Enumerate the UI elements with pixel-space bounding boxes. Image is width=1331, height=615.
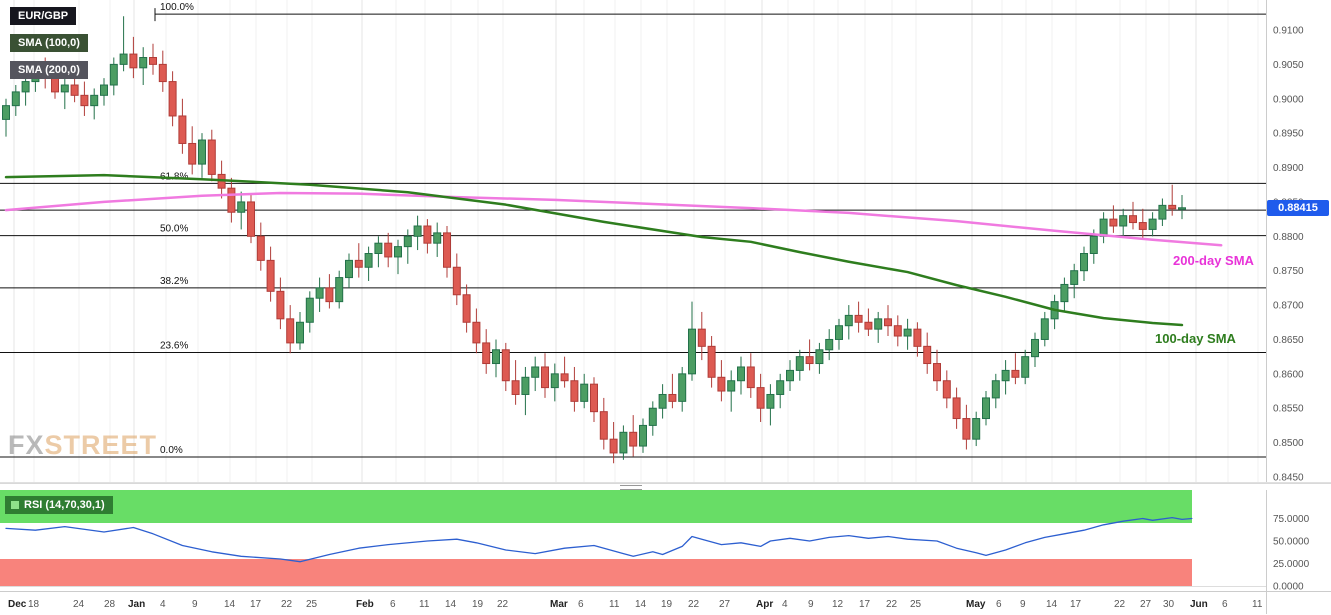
price-axis[interactable]: [1267, 0, 1331, 591]
pane-resize-grip[interactable]: [620, 485, 642, 490]
svg-text:50.0000: 50.0000: [1273, 537, 1310, 548]
svg-text:22: 22: [688, 599, 700, 610]
svg-text:24: 24: [73, 599, 85, 610]
watermark-fx: FX: [8, 430, 45, 460]
svg-text:19: 19: [472, 599, 484, 610]
svg-text:0.8950: 0.8950: [1273, 129, 1304, 140]
rsi-chart-canvas[interactable]: 75.0000 50.0000 25.0000 0.0000: [0, 490, 1331, 591]
svg-text:14: 14: [445, 599, 457, 610]
svg-text:0.8450: 0.8450: [1273, 473, 1304, 484]
svg-text:0.8550: 0.8550: [1273, 404, 1304, 415]
svg-text:14: 14: [1046, 599, 1058, 610]
svg-text:9: 9: [192, 599, 198, 610]
svg-text:9: 9: [808, 599, 814, 610]
svg-text:9: 9: [1020, 599, 1026, 610]
symbol-badge[interactable]: EUR/GBP: [10, 7, 77, 25]
legend: EUR/GBP SMA (100,0) SMA (200,0): [10, 7, 88, 79]
svg-text:22: 22: [497, 599, 509, 610]
svg-text:Jun: Jun: [1190, 599, 1208, 610]
svg-text:0.0000: 0.0000: [1273, 582, 1304, 592]
sma100-annotation: 100-day SMA: [1155, 331, 1236, 346]
svg-text:0.8800: 0.8800: [1273, 232, 1304, 243]
sma200-annotation: 200-day SMA: [1173, 253, 1254, 268]
svg-text:4: 4: [160, 599, 166, 610]
svg-text:6: 6: [390, 599, 396, 610]
svg-text:25: 25: [306, 599, 318, 610]
svg-text:6: 6: [578, 599, 584, 610]
current-price-label: 0.88415: [1267, 200, 1329, 216]
svg-text:75.0000: 75.0000: [1273, 514, 1310, 525]
svg-text:0.9050: 0.9050: [1273, 60, 1304, 71]
fxstreet-logo-watermark: FXSTREET: [8, 430, 157, 461]
svg-text:30: 30: [1163, 599, 1175, 610]
svg-text:14: 14: [224, 599, 236, 610]
svg-text:4: 4: [782, 599, 788, 610]
svg-text:27: 27: [719, 599, 731, 610]
svg-text:0.8700: 0.8700: [1273, 301, 1304, 312]
svg-text:38.2%: 38.2%: [160, 276, 188, 287]
svg-text:11: 11: [609, 599, 620, 610]
svg-text:0.8900: 0.8900: [1273, 163, 1304, 174]
svg-text:22: 22: [281, 599, 293, 610]
svg-text:23.6%: 23.6%: [160, 341, 188, 352]
svg-text:19: 19: [661, 599, 673, 610]
svg-text:11: 11: [1252, 599, 1263, 610]
svg-text:17: 17: [859, 599, 871, 610]
svg-text:18: 18: [28, 599, 40, 610]
svg-text:17: 17: [1070, 599, 1082, 610]
svg-text:100.0%: 100.0%: [160, 2, 194, 13]
pane-divider: [0, 483, 1331, 490]
svg-text:0.9000: 0.9000: [1273, 94, 1304, 105]
svg-text:Mar: Mar: [550, 599, 568, 610]
svg-text:Dec: Dec: [8, 599, 27, 610]
svg-text:May: May: [966, 599, 986, 610]
svg-text:0.8750: 0.8750: [1273, 266, 1304, 277]
svg-text:25: 25: [910, 599, 922, 610]
svg-text:Apr: Apr: [756, 599, 773, 610]
svg-text:14: 14: [635, 599, 647, 610]
sma100-badge[interactable]: SMA (100,0): [10, 34, 88, 52]
svg-text:0.8650: 0.8650: [1273, 335, 1304, 346]
svg-text:0.9100: 0.9100: [1273, 26, 1304, 37]
svg-text:0.8500: 0.8500: [1273, 438, 1304, 449]
svg-text:22: 22: [886, 599, 898, 610]
sma200-badge[interactable]: SMA (200,0): [10, 61, 88, 79]
rsi-badge[interactable]: RSI (14,70,30,1): [5, 496, 113, 514]
svg-text:0.8600: 0.8600: [1273, 369, 1304, 380]
watermark-street: STREET: [44, 430, 158, 460]
svg-text:22: 22: [1114, 599, 1126, 610]
rsi-badge-label: RSI (14,70,30,1): [24, 499, 105, 511]
svg-text:27: 27: [1140, 599, 1152, 610]
svg-text:12: 12: [832, 599, 844, 610]
svg-text:Jan: Jan: [128, 599, 145, 610]
svg-text:50.0%: 50.0%: [160, 224, 188, 235]
svg-text:Feb: Feb: [356, 599, 374, 610]
svg-text:6: 6: [1222, 599, 1228, 610]
svg-text:11: 11: [419, 599, 430, 610]
time-axis[interactable]: Dec 18 24 28 Jan 4 9 14 17 22 25 Feb 6 11 14 19 22 Mar 6 11…: [0, 591, 1331, 614]
rsi-color-chip-icon: [11, 501, 19, 509]
svg-text:6: 6: [996, 599, 1002, 610]
svg-text:28: 28: [104, 599, 116, 610]
svg-text:0.0%: 0.0%: [160, 445, 183, 456]
svg-text:17: 17: [250, 599, 262, 610]
price-chart-canvas[interactable]: 100.0%61.8%50.0%38.2%23.6%0.0%0.91000.90…: [0, 0, 1331, 483]
svg-text:25.0000: 25.0000: [1273, 559, 1310, 570]
